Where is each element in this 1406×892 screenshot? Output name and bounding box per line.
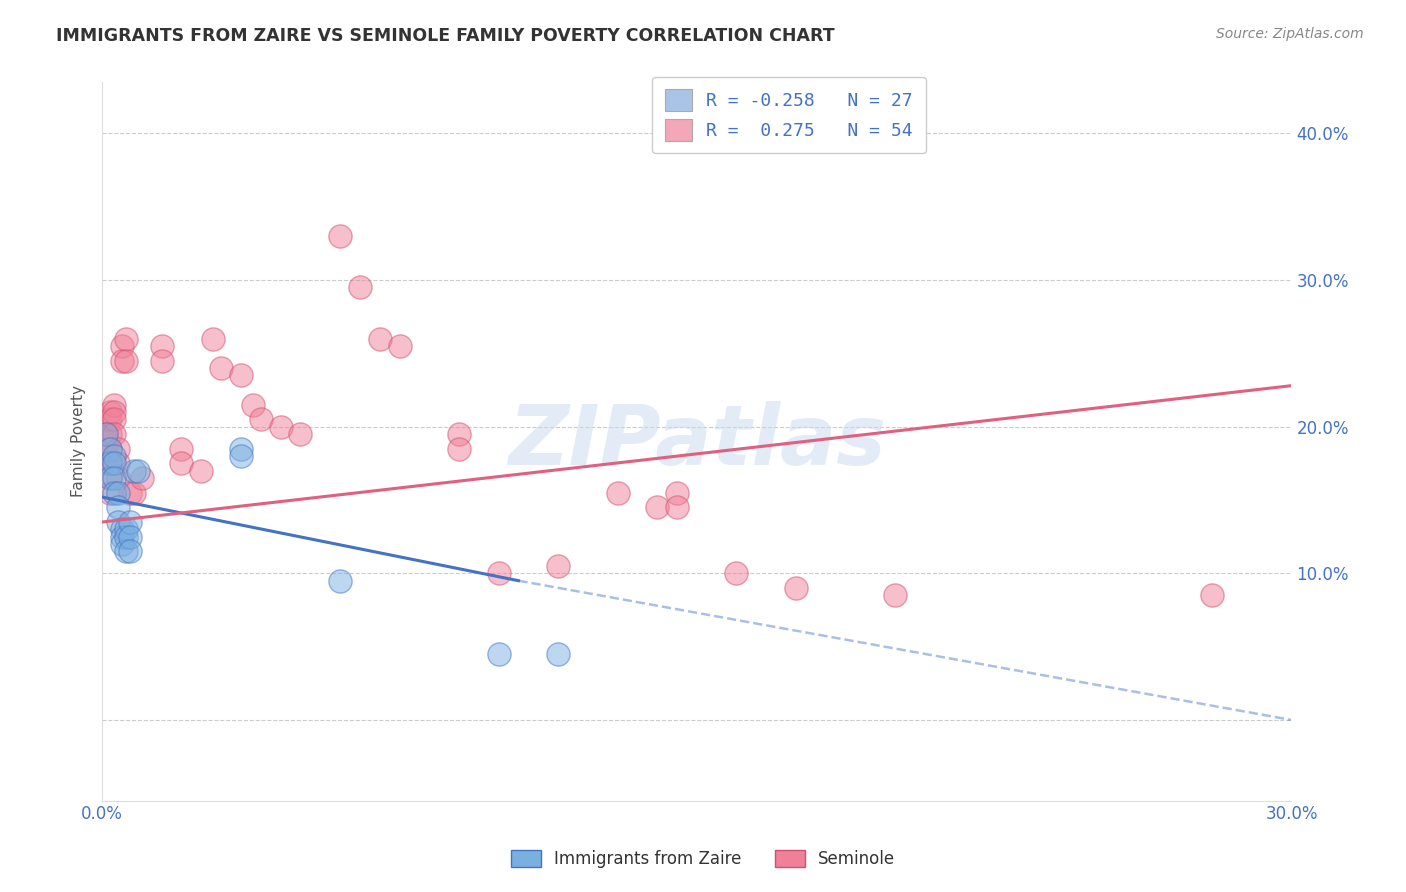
Point xyxy=(98,412,121,426)
Point xyxy=(115,353,138,368)
Point xyxy=(107,442,129,456)
Point xyxy=(96,427,118,442)
Point xyxy=(111,530,134,544)
Point xyxy=(111,339,134,353)
Point xyxy=(150,353,173,368)
Point xyxy=(118,515,141,529)
Point xyxy=(388,339,411,353)
Point xyxy=(606,485,628,500)
Point xyxy=(645,500,668,515)
Point xyxy=(368,332,391,346)
Point xyxy=(103,398,125,412)
Point xyxy=(270,419,292,434)
Point xyxy=(115,530,138,544)
Point xyxy=(150,339,173,353)
Point xyxy=(170,456,193,470)
Point xyxy=(115,544,138,558)
Text: ZIPatlas: ZIPatlas xyxy=(508,401,886,482)
Point xyxy=(98,456,121,470)
Point xyxy=(107,456,129,470)
Point xyxy=(107,471,129,485)
Point xyxy=(98,427,121,442)
Point xyxy=(103,449,125,463)
Point xyxy=(127,464,149,478)
Point xyxy=(229,368,252,383)
Point xyxy=(103,485,125,500)
Point xyxy=(488,647,510,661)
Point xyxy=(115,522,138,536)
Point xyxy=(103,405,125,419)
Point xyxy=(98,471,121,485)
Point xyxy=(98,471,121,485)
Point xyxy=(107,500,129,515)
Point xyxy=(96,442,118,456)
Point xyxy=(96,456,118,470)
Point xyxy=(122,485,145,500)
Legend: Immigrants from Zaire, Seminole: Immigrants from Zaire, Seminole xyxy=(505,843,901,875)
Text: IMMIGRANTS FROM ZAIRE VS SEMINOLE FAMILY POVERTY CORRELATION CHART: IMMIGRANTS FROM ZAIRE VS SEMINOLE FAMILY… xyxy=(56,27,835,45)
Point xyxy=(122,464,145,478)
Point xyxy=(103,427,125,442)
Point xyxy=(447,427,470,442)
Point xyxy=(111,353,134,368)
Point xyxy=(209,361,232,376)
Point xyxy=(488,566,510,581)
Point xyxy=(103,456,125,470)
Point xyxy=(349,280,371,294)
Point xyxy=(118,544,141,558)
Point xyxy=(96,449,118,463)
Point xyxy=(96,427,118,442)
Point xyxy=(98,485,121,500)
Point xyxy=(131,471,153,485)
Point xyxy=(98,405,121,419)
Point xyxy=(329,229,352,244)
Point xyxy=(98,442,121,456)
Point xyxy=(103,412,125,426)
Point xyxy=(447,442,470,456)
Point xyxy=(96,434,118,449)
Point xyxy=(107,515,129,529)
Y-axis label: Family Poverty: Family Poverty xyxy=(72,385,86,498)
Point xyxy=(111,537,134,551)
Point xyxy=(249,412,271,426)
Point xyxy=(1201,588,1223,602)
Point xyxy=(202,332,225,346)
Point xyxy=(103,471,125,485)
Point xyxy=(107,485,129,500)
Point xyxy=(111,522,134,536)
Point xyxy=(547,647,569,661)
Point xyxy=(229,442,252,456)
Point xyxy=(329,574,352,588)
Point xyxy=(666,485,689,500)
Point xyxy=(666,500,689,515)
Point xyxy=(229,449,252,463)
Point xyxy=(118,485,141,500)
Point xyxy=(98,442,121,456)
Text: Source: ZipAtlas.com: Source: ZipAtlas.com xyxy=(1216,27,1364,41)
Point xyxy=(98,456,121,470)
Point xyxy=(725,566,748,581)
Point xyxy=(547,559,569,574)
Point xyxy=(242,398,264,412)
Point xyxy=(190,464,212,478)
Point xyxy=(290,427,312,442)
Point xyxy=(170,442,193,456)
Point xyxy=(115,332,138,346)
Point xyxy=(785,581,807,595)
Point xyxy=(118,530,141,544)
Legend: R = -0.258   N = 27, R =  0.275   N = 54: R = -0.258 N = 27, R = 0.275 N = 54 xyxy=(652,77,925,153)
Point xyxy=(884,588,907,602)
